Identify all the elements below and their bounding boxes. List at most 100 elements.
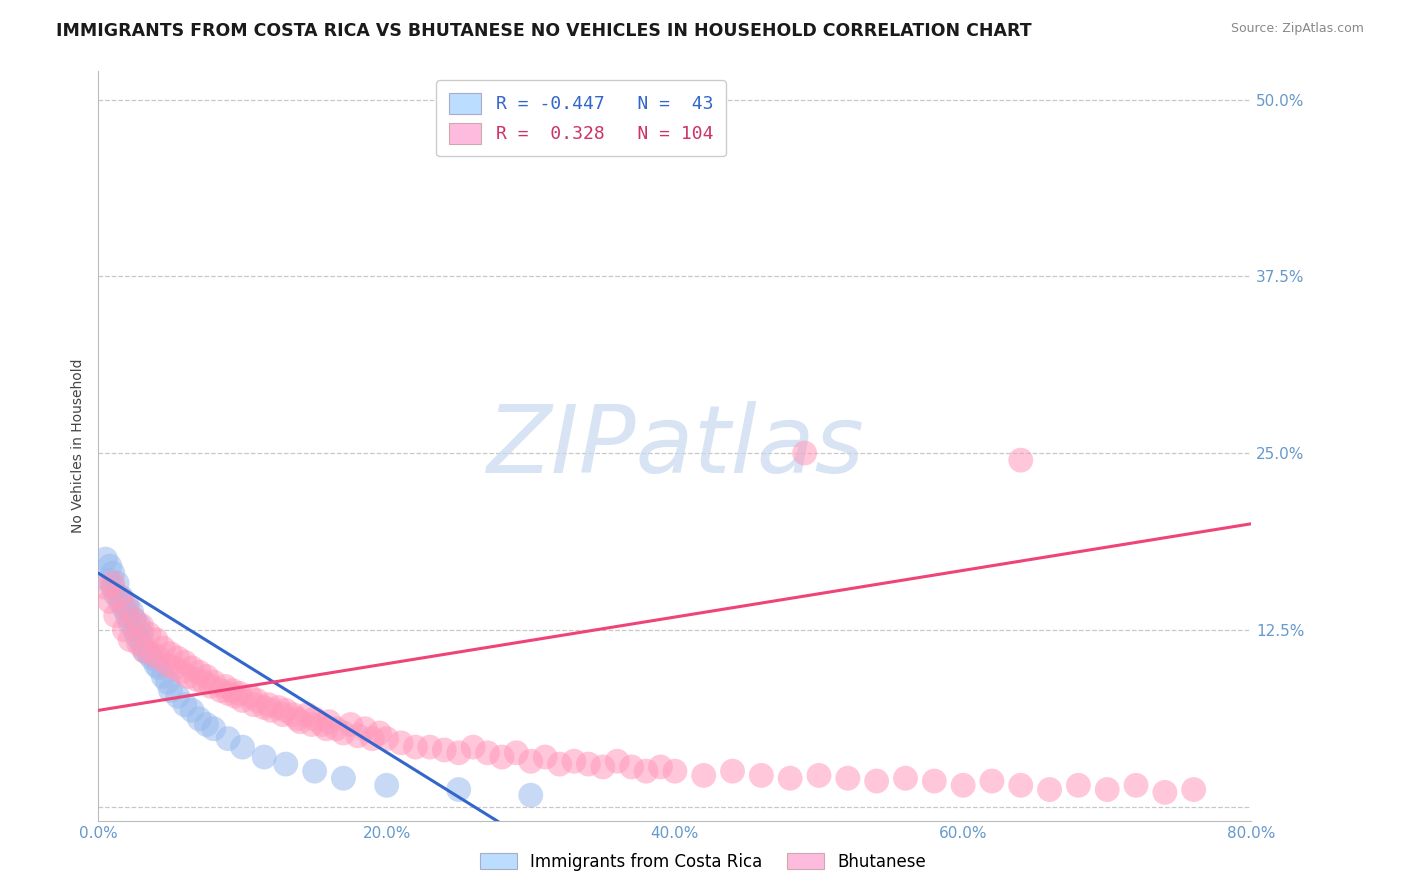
Point — [98, 559, 121, 574]
Point — [981, 774, 1004, 789]
Point — [318, 714, 340, 729]
Point — [166, 690, 188, 704]
Point — [332, 771, 354, 785]
Point — [1067, 778, 1090, 792]
Point — [104, 587, 127, 601]
Point — [505, 746, 527, 760]
Point — [200, 679, 222, 693]
Point — [433, 743, 456, 757]
Point — [664, 764, 686, 779]
Point — [339, 717, 361, 731]
Point — [110, 591, 132, 605]
Legend: Immigrants from Costa Rica, Bhutanese: Immigrants from Costa Rica, Bhutanese — [471, 845, 935, 880]
Point — [693, 768, 716, 782]
Point — [304, 764, 326, 779]
Point — [894, 771, 917, 785]
Point — [548, 757, 571, 772]
Point — [592, 760, 614, 774]
Point — [389, 736, 412, 750]
Point — [253, 750, 276, 764]
Point — [131, 627, 153, 641]
Point — [186, 673, 208, 687]
Point — [117, 601, 139, 615]
Point — [1097, 782, 1119, 797]
Point — [228, 686, 250, 700]
Point — [128, 637, 150, 651]
Point — [267, 700, 290, 714]
Point — [578, 757, 600, 772]
Point — [120, 615, 142, 630]
Text: IMMIGRANTS FROM COSTA RICA VS BHUTANESE NO VEHICLES IN HOUSEHOLD CORRELATION CHA: IMMIGRANTS FROM COSTA RICA VS BHUTANESE … — [56, 22, 1032, 40]
Point — [166, 651, 188, 665]
Point — [260, 703, 283, 717]
Point — [174, 698, 197, 712]
Point — [98, 594, 121, 608]
Point — [620, 760, 643, 774]
Point — [121, 604, 143, 618]
Point — [534, 750, 557, 764]
Point — [131, 618, 153, 632]
Point — [148, 661, 170, 675]
Point — [271, 707, 294, 722]
Y-axis label: No Vehicles in Household: No Vehicles in Household — [70, 359, 84, 533]
Point — [195, 669, 218, 683]
Point — [808, 768, 831, 782]
Point — [562, 754, 585, 768]
Point — [188, 665, 211, 680]
Point — [419, 740, 441, 755]
Point — [217, 686, 239, 700]
Point — [461, 740, 484, 755]
Point — [297, 707, 319, 722]
Point — [354, 722, 377, 736]
Point — [332, 726, 354, 740]
Point — [202, 675, 225, 690]
Point — [138, 647, 160, 661]
Point — [866, 774, 889, 789]
Point — [1182, 782, 1205, 797]
Point — [120, 632, 142, 647]
Point — [104, 608, 127, 623]
Text: ZIPatlas: ZIPatlas — [486, 401, 863, 491]
Point — [375, 778, 398, 792]
Point — [217, 731, 239, 746]
Point — [105, 576, 128, 591]
Point — [152, 669, 174, 683]
Point — [606, 754, 628, 768]
Point — [148, 651, 170, 665]
Point — [239, 690, 262, 704]
Point — [368, 726, 391, 740]
Point — [520, 754, 543, 768]
Point — [101, 566, 124, 581]
Point — [274, 757, 297, 772]
Point — [174, 655, 197, 669]
Point — [246, 693, 269, 707]
Point — [156, 658, 179, 673]
Point — [159, 647, 181, 661]
Point — [177, 669, 200, 683]
Point — [128, 618, 150, 632]
Point — [170, 665, 193, 680]
Point — [202, 722, 225, 736]
Point — [145, 632, 167, 647]
Point — [405, 740, 427, 755]
Point — [134, 644, 156, 658]
Point — [101, 576, 124, 591]
Point — [124, 613, 146, 627]
Point — [253, 700, 276, 714]
Point — [520, 788, 543, 802]
Point — [221, 683, 243, 698]
Point — [315, 722, 337, 736]
Point — [325, 722, 347, 736]
Point — [117, 599, 139, 613]
Point — [108, 591, 131, 605]
Legend: R = -0.447   N =  43, R =  0.328   N = 104: R = -0.447 N = 43, R = 0.328 N = 104 — [436, 80, 725, 156]
Point — [375, 731, 398, 746]
Point — [447, 746, 470, 760]
Point — [231, 693, 254, 707]
Text: Source: ZipAtlas.com: Source: ZipAtlas.com — [1230, 22, 1364, 36]
Point — [124, 623, 146, 637]
Point — [141, 651, 163, 665]
Point — [195, 717, 218, 731]
Point — [721, 764, 744, 779]
Point — [751, 768, 773, 782]
